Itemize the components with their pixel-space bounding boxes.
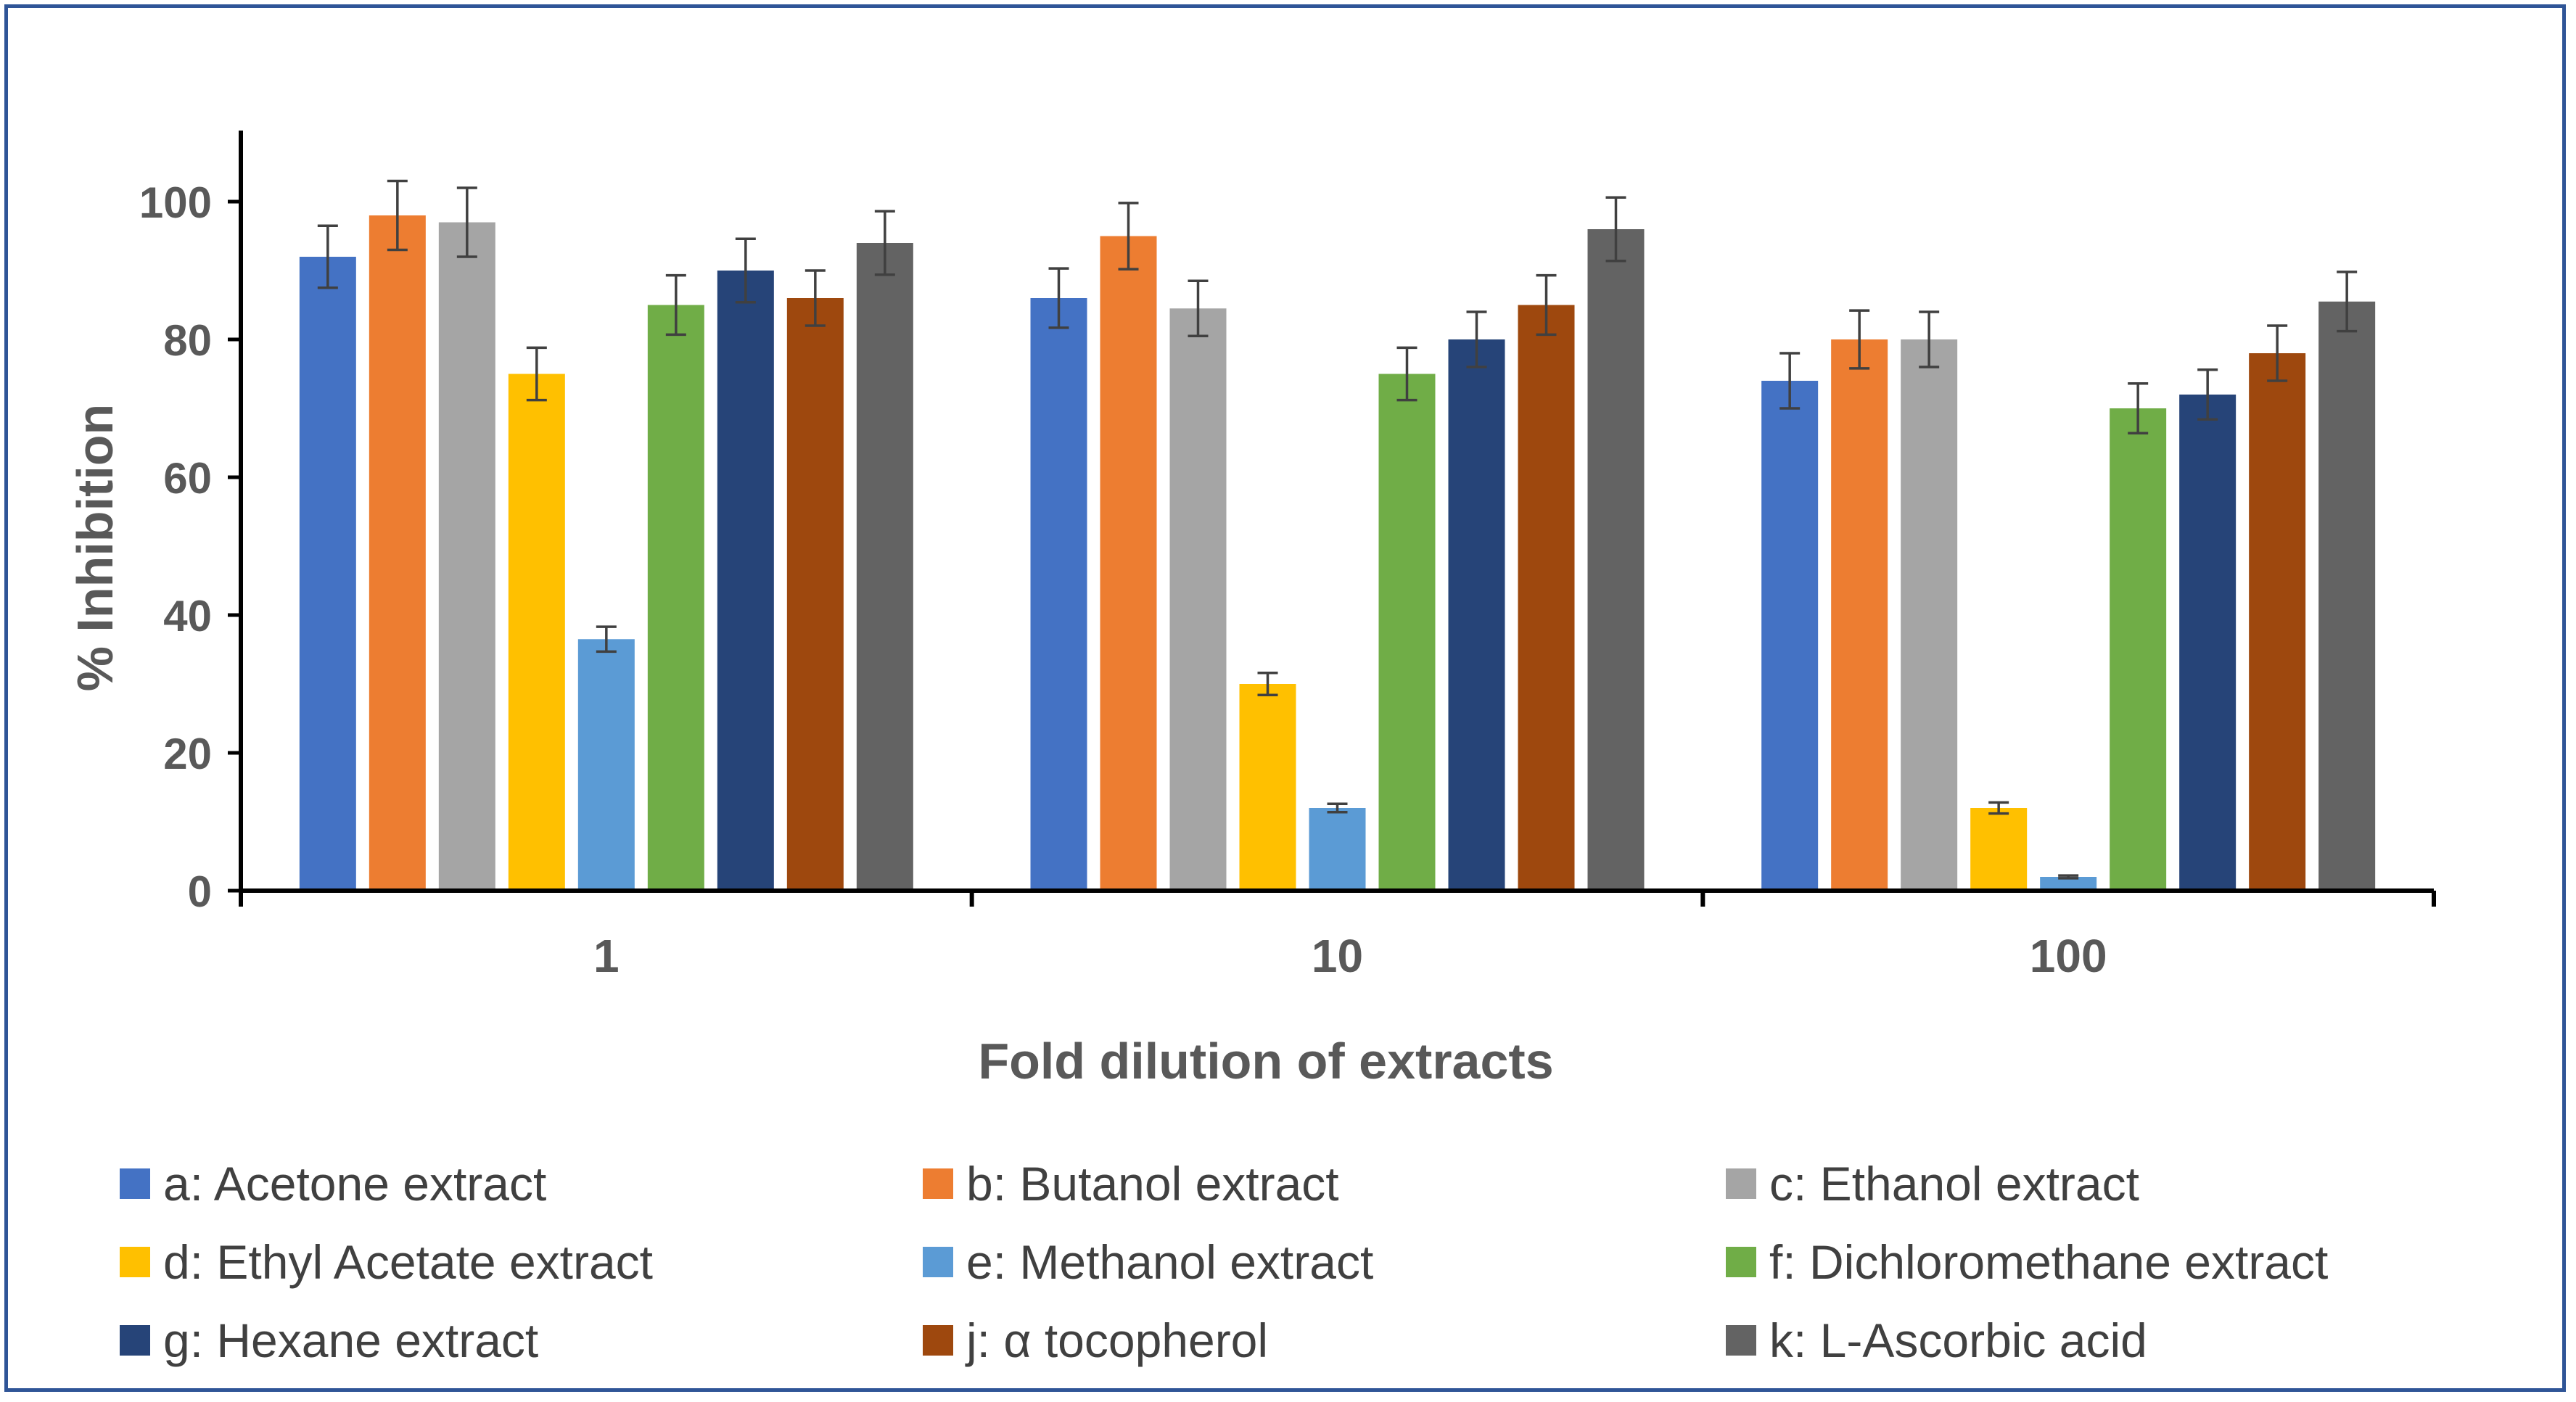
x-axis-title: Fold dilution of extracts	[978, 1033, 1553, 1089]
bar	[2179, 395, 2236, 891]
bar	[2318, 301, 2376, 891]
bar	[717, 271, 774, 891]
bar-chart: 0 20 40 60 80 100 1 10 100 % Inhibition Fold di…	[67, 131, 2436, 1089]
bar	[786, 298, 844, 891]
bar	[1309, 808, 1366, 891]
legend-item: e: Methanol extract	[923, 1226, 1373, 1298]
y-tick-label: 100	[139, 178, 212, 227]
y-tick-label: 20	[163, 730, 212, 778]
x-axis: 1 10 100	[239, 888, 2436, 982]
y-axis: 0 20 40 60 80 100	[139, 131, 243, 916]
bar	[856, 243, 913, 891]
legend-swatch	[120, 1247, 150, 1277]
legend: a: Acetone extract b: Butanol extract c: E…	[120, 1153, 2485, 1385]
bars	[299, 179, 2376, 891]
legend-item: b: Butanol extract	[923, 1147, 1339, 1220]
legend-swatch	[923, 1168, 953, 1199]
x-tick-label: 1	[593, 930, 620, 982]
bar	[1587, 229, 1645, 891]
legend-item: c: Ethanol extract	[1726, 1147, 2139, 1220]
bar	[1378, 374, 1436, 891]
legend-item: d: Ethyl Acetate extract	[120, 1226, 653, 1298]
legend-label: g: Hexane extract	[163, 1314, 539, 1367]
bar	[508, 374, 565, 891]
legend-label: e: Methanol extract	[966, 1235, 1374, 1289]
legend-swatch	[923, 1325, 953, 1356]
legend-item: a: Acetone extract	[120, 1147, 546, 1220]
chart-frame	[4, 4, 2566, 1392]
bar	[1448, 339, 1505, 891]
legend-swatch	[120, 1168, 150, 1199]
bar	[1901, 339, 1958, 891]
x-tick-label: 10	[1312, 930, 1363, 982]
bar	[577, 639, 635, 891]
bar	[1030, 298, 1087, 891]
bar	[1100, 236, 1157, 891]
legend-label: f: Dichloromethane extract	[1769, 1235, 2329, 1289]
bar	[299, 257, 356, 891]
legend-item: f: Dichloromethane extract	[1726, 1226, 2328, 1298]
legend-item: k: L-Ascorbic acid	[1726, 1304, 2147, 1377]
bar	[2249, 353, 2306, 891]
bar	[1761, 381, 1819, 891]
bar	[2110, 408, 2167, 891]
legend-swatch	[1726, 1247, 1756, 1277]
y-tick-label: 60	[163, 454, 212, 503]
bar	[2040, 877, 2097, 891]
legend-swatch	[120, 1325, 150, 1356]
legend-label: d: Ethyl Acetate extract	[163, 1235, 654, 1289]
legend-label: c: Ethanol extract	[1769, 1157, 2139, 1211]
legend-label: k: L-Ascorbic acid	[1769, 1314, 2147, 1367]
legend-swatch	[1726, 1325, 1756, 1356]
y-tick-label: 40	[163, 592, 212, 640]
legend-item: g: Hexane extract	[120, 1304, 538, 1377]
legend-swatch	[923, 1247, 953, 1277]
y-tick-label: 80	[163, 316, 212, 365]
legend-label: a: Acetone extract	[163, 1157, 547, 1211]
bar	[1169, 308, 1227, 891]
bar	[1239, 684, 1296, 891]
y-tick-label: 0	[188, 867, 212, 916]
bar	[369, 215, 426, 891]
bar	[647, 305, 704, 891]
legend-label: j: α tocopherol	[966, 1314, 1269, 1367]
bar	[1970, 808, 2028, 891]
legend-swatch	[1726, 1168, 1756, 1199]
x-tick-label: 100	[2030, 930, 2107, 982]
bar	[1518, 305, 1575, 891]
y-axis-title: % Inhibition	[67, 404, 123, 692]
bar	[1831, 339, 1888, 891]
legend-label: b: Butanol extract	[966, 1157, 1339, 1211]
bar	[438, 222, 495, 891]
legend-item: j: α tocopherol	[923, 1304, 1268, 1377]
